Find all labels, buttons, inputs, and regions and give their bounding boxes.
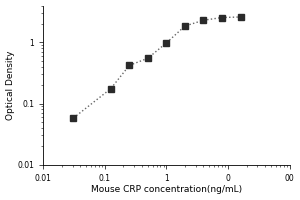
Y-axis label: Optical Density: Optical Density bbox=[6, 50, 15, 120]
X-axis label: Mouse CRP concentration(ng/mL): Mouse CRP concentration(ng/mL) bbox=[91, 185, 242, 194]
